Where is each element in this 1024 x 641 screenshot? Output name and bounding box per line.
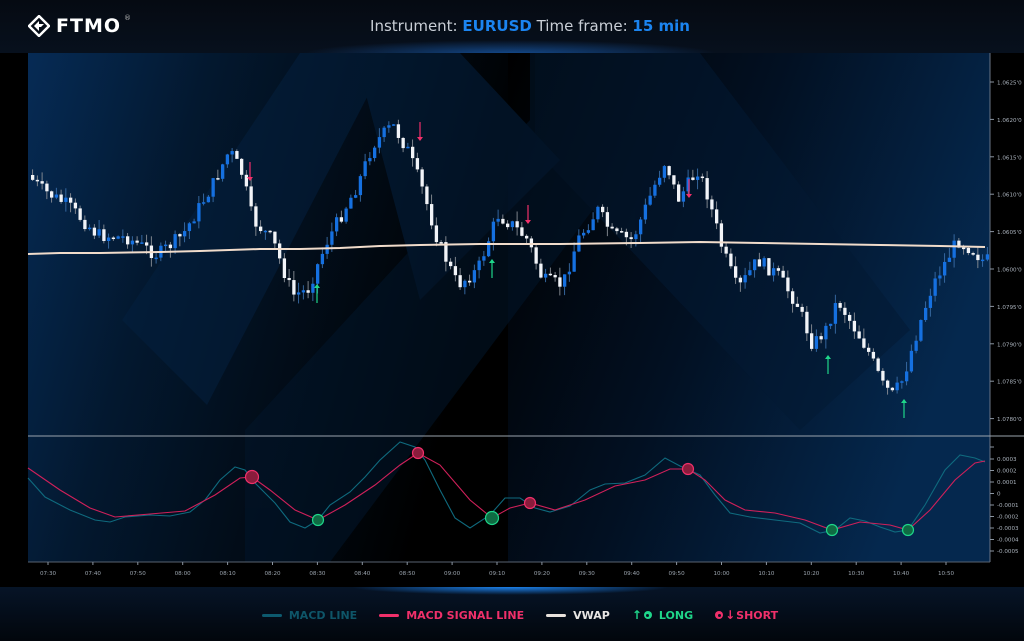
legend-macd-signal-line: MACD SIGNAL LINE bbox=[379, 609, 524, 622]
legend-label: LONG bbox=[658, 608, 694, 622]
legend-short: ↓ SHORT bbox=[715, 608, 778, 622]
svg-text:1.0620'0: 1.0620'0 bbox=[997, 118, 1022, 124]
legend-label: MACD LINE bbox=[288, 608, 358, 622]
ftmo-logo-icon bbox=[28, 15, 50, 37]
svg-text:-0.0002: -0.0002 bbox=[997, 515, 1019, 521]
vwap-line bbox=[27, 240, 986, 255]
svg-text:1.0780'0: 1.0780'0 bbox=[997, 417, 1022, 423]
svg-text:09:40: 09:40 bbox=[624, 571, 641, 577]
svg-text:-0.0003: -0.0003 bbox=[997, 526, 1019, 532]
ftmo-logo: FTMO ® bbox=[28, 14, 134, 37]
svg-text:1.0605'0: 1.0605'0 bbox=[997, 230, 1022, 236]
instrument-value: EURUSD bbox=[462, 17, 532, 35]
legend-label: VWAP bbox=[573, 608, 610, 622]
timeframe-label: Time frame: bbox=[536, 17, 628, 35]
svg-text:10:10: 10:10 bbox=[758, 571, 775, 577]
svg-text:09:50: 09:50 bbox=[669, 571, 686, 577]
svg-text:-0.0005: -0.0005 bbox=[997, 549, 1019, 555]
svg-text:08:10: 08:10 bbox=[220, 571, 237, 577]
macd-swatch bbox=[261, 613, 282, 617]
candlesticks bbox=[31, 119, 990, 395]
svg-text:07:40: 07:40 bbox=[85, 571, 102, 577]
svg-text:09:10: 09:10 bbox=[489, 571, 506, 577]
long-marker-icon: ↑ bbox=[632, 608, 652, 622]
macd-axis: 0.0003 0.0002 0.0001 0 -0.0001 -0.0002 -0.0003… bbox=[990, 446, 1019, 555]
svg-text:09:30: 09:30 bbox=[579, 571, 596, 577]
svg-text:08:40: 08:40 bbox=[354, 571, 371, 577]
legend-macd-line: MACD LINE bbox=[261, 608, 358, 622]
header-glow bbox=[300, 40, 720, 54]
svg-text:0.0001: 0.0001 bbox=[997, 480, 1017, 486]
svg-text:1.0785'0: 1.0785'0 bbox=[997, 380, 1022, 386]
time-axis: 07:30 07:40 07:50 08:00 08:10 08:20 08:30 08:40… bbox=[40, 562, 955, 577]
legend-long: ↑ LONG bbox=[632, 608, 693, 622]
svg-text:1.0625'0: 1.0625'0 bbox=[997, 81, 1022, 87]
svg-text:09:00: 09:00 bbox=[444, 571, 461, 577]
vwap-swatch bbox=[546, 613, 567, 617]
svg-text:1.0600'0: 1.0600'0 bbox=[997, 268, 1022, 274]
svg-text:08:50: 08:50 bbox=[399, 571, 416, 577]
svg-text:08:20: 08:20 bbox=[264, 571, 281, 577]
svg-text:10:50: 10:50 bbox=[938, 571, 955, 577]
trade-signals bbox=[247, 122, 907, 418]
svg-text:1.0790'0: 1.0790'0 bbox=[997, 342, 1022, 348]
svg-text:07:30: 07:30 bbox=[40, 571, 57, 577]
svg-text:0.0003: 0.0003 bbox=[997, 457, 1017, 463]
header: FTMO ® Instrument: EURUSD Time frame: 15… bbox=[0, 0, 1024, 54]
page-title: Instrument: EURUSD Time frame: 15 min bbox=[0, 17, 1024, 35]
short-marker-icon: ↓ bbox=[715, 608, 735, 622]
svg-text:08:00: 08:00 bbox=[175, 571, 192, 577]
legend-label: MACD SIGNAL LINE bbox=[406, 608, 525, 622]
legend-vwap: VWAP bbox=[546, 609, 610, 622]
macd-crossovers bbox=[244, 446, 915, 537]
brand-name: FTMO bbox=[56, 15, 121, 37]
registered-mark: ® bbox=[124, 14, 131, 22]
svg-text:-0.0004: -0.0004 bbox=[997, 538, 1019, 544]
svg-text:0: 0 bbox=[997, 492, 1001, 498]
svg-text:1.0615'0: 1.0615'0 bbox=[997, 155, 1022, 161]
timeframe-value: 15 min bbox=[632, 17, 690, 35]
svg-text:08:30: 08:30 bbox=[309, 571, 326, 577]
svg-text:-0.0001: -0.0001 bbox=[997, 503, 1019, 509]
svg-text:07:50: 07:50 bbox=[130, 571, 147, 577]
chart-legend: MACD LINE MACD SIGNAL LINE VWAP ↑ LONG ↓… bbox=[0, 608, 1024, 622]
svg-text:09:20: 09:20 bbox=[534, 571, 551, 577]
price-axis: 1.0625'0 1.0620'0 1.0615'0 1.0610'0 1.0605'0… bbox=[990, 81, 1022, 423]
instrument-label: Instrument: bbox=[370, 17, 458, 35]
footer: MACD LINE MACD SIGNAL LINE VWAP ↑ LONG ↓… bbox=[0, 587, 1024, 641]
footer-glow bbox=[350, 587, 670, 595]
svg-text:10:30: 10:30 bbox=[848, 571, 865, 577]
svg-text:1.0610'0: 1.0610'0 bbox=[997, 193, 1022, 199]
macd-signal-line bbox=[27, 452, 986, 531]
svg-text:10:20: 10:20 bbox=[803, 571, 820, 577]
svg-text:10:40: 10:40 bbox=[893, 571, 910, 577]
svg-text:10:00: 10:00 bbox=[713, 571, 730, 577]
signal-swatch bbox=[379, 613, 400, 617]
macd-line bbox=[27, 441, 986, 534]
svg-text:1.0795'0: 1.0795'0 bbox=[997, 305, 1022, 311]
svg-text:0.0002: 0.0002 bbox=[997, 469, 1017, 475]
legend-label: SHORT bbox=[736, 608, 779, 622]
chart-area: 1.0625'0 1.0620'0 1.0615'0 1.0610'0 1.0605'0… bbox=[0, 53, 1024, 587]
price-chart: 1.0625'0 1.0620'0 1.0615'0 1.0610'0 1.0605'0… bbox=[27, 53, 1024, 577]
